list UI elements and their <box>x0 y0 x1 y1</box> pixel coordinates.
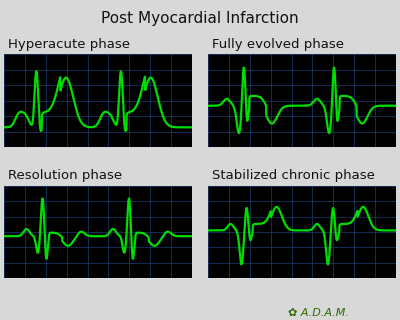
Text: Fully evolved phase: Fully evolved phase <box>212 38 344 51</box>
Text: ✿ A.D.A.M.: ✿ A.D.A.M. <box>288 308 349 318</box>
Text: Stabilized chronic phase: Stabilized chronic phase <box>212 169 375 182</box>
Text: Resolution phase: Resolution phase <box>8 169 122 182</box>
Text: Post Myocardial Infarction: Post Myocardial Infarction <box>101 11 299 26</box>
Text: Hyperacute phase: Hyperacute phase <box>8 38 130 51</box>
